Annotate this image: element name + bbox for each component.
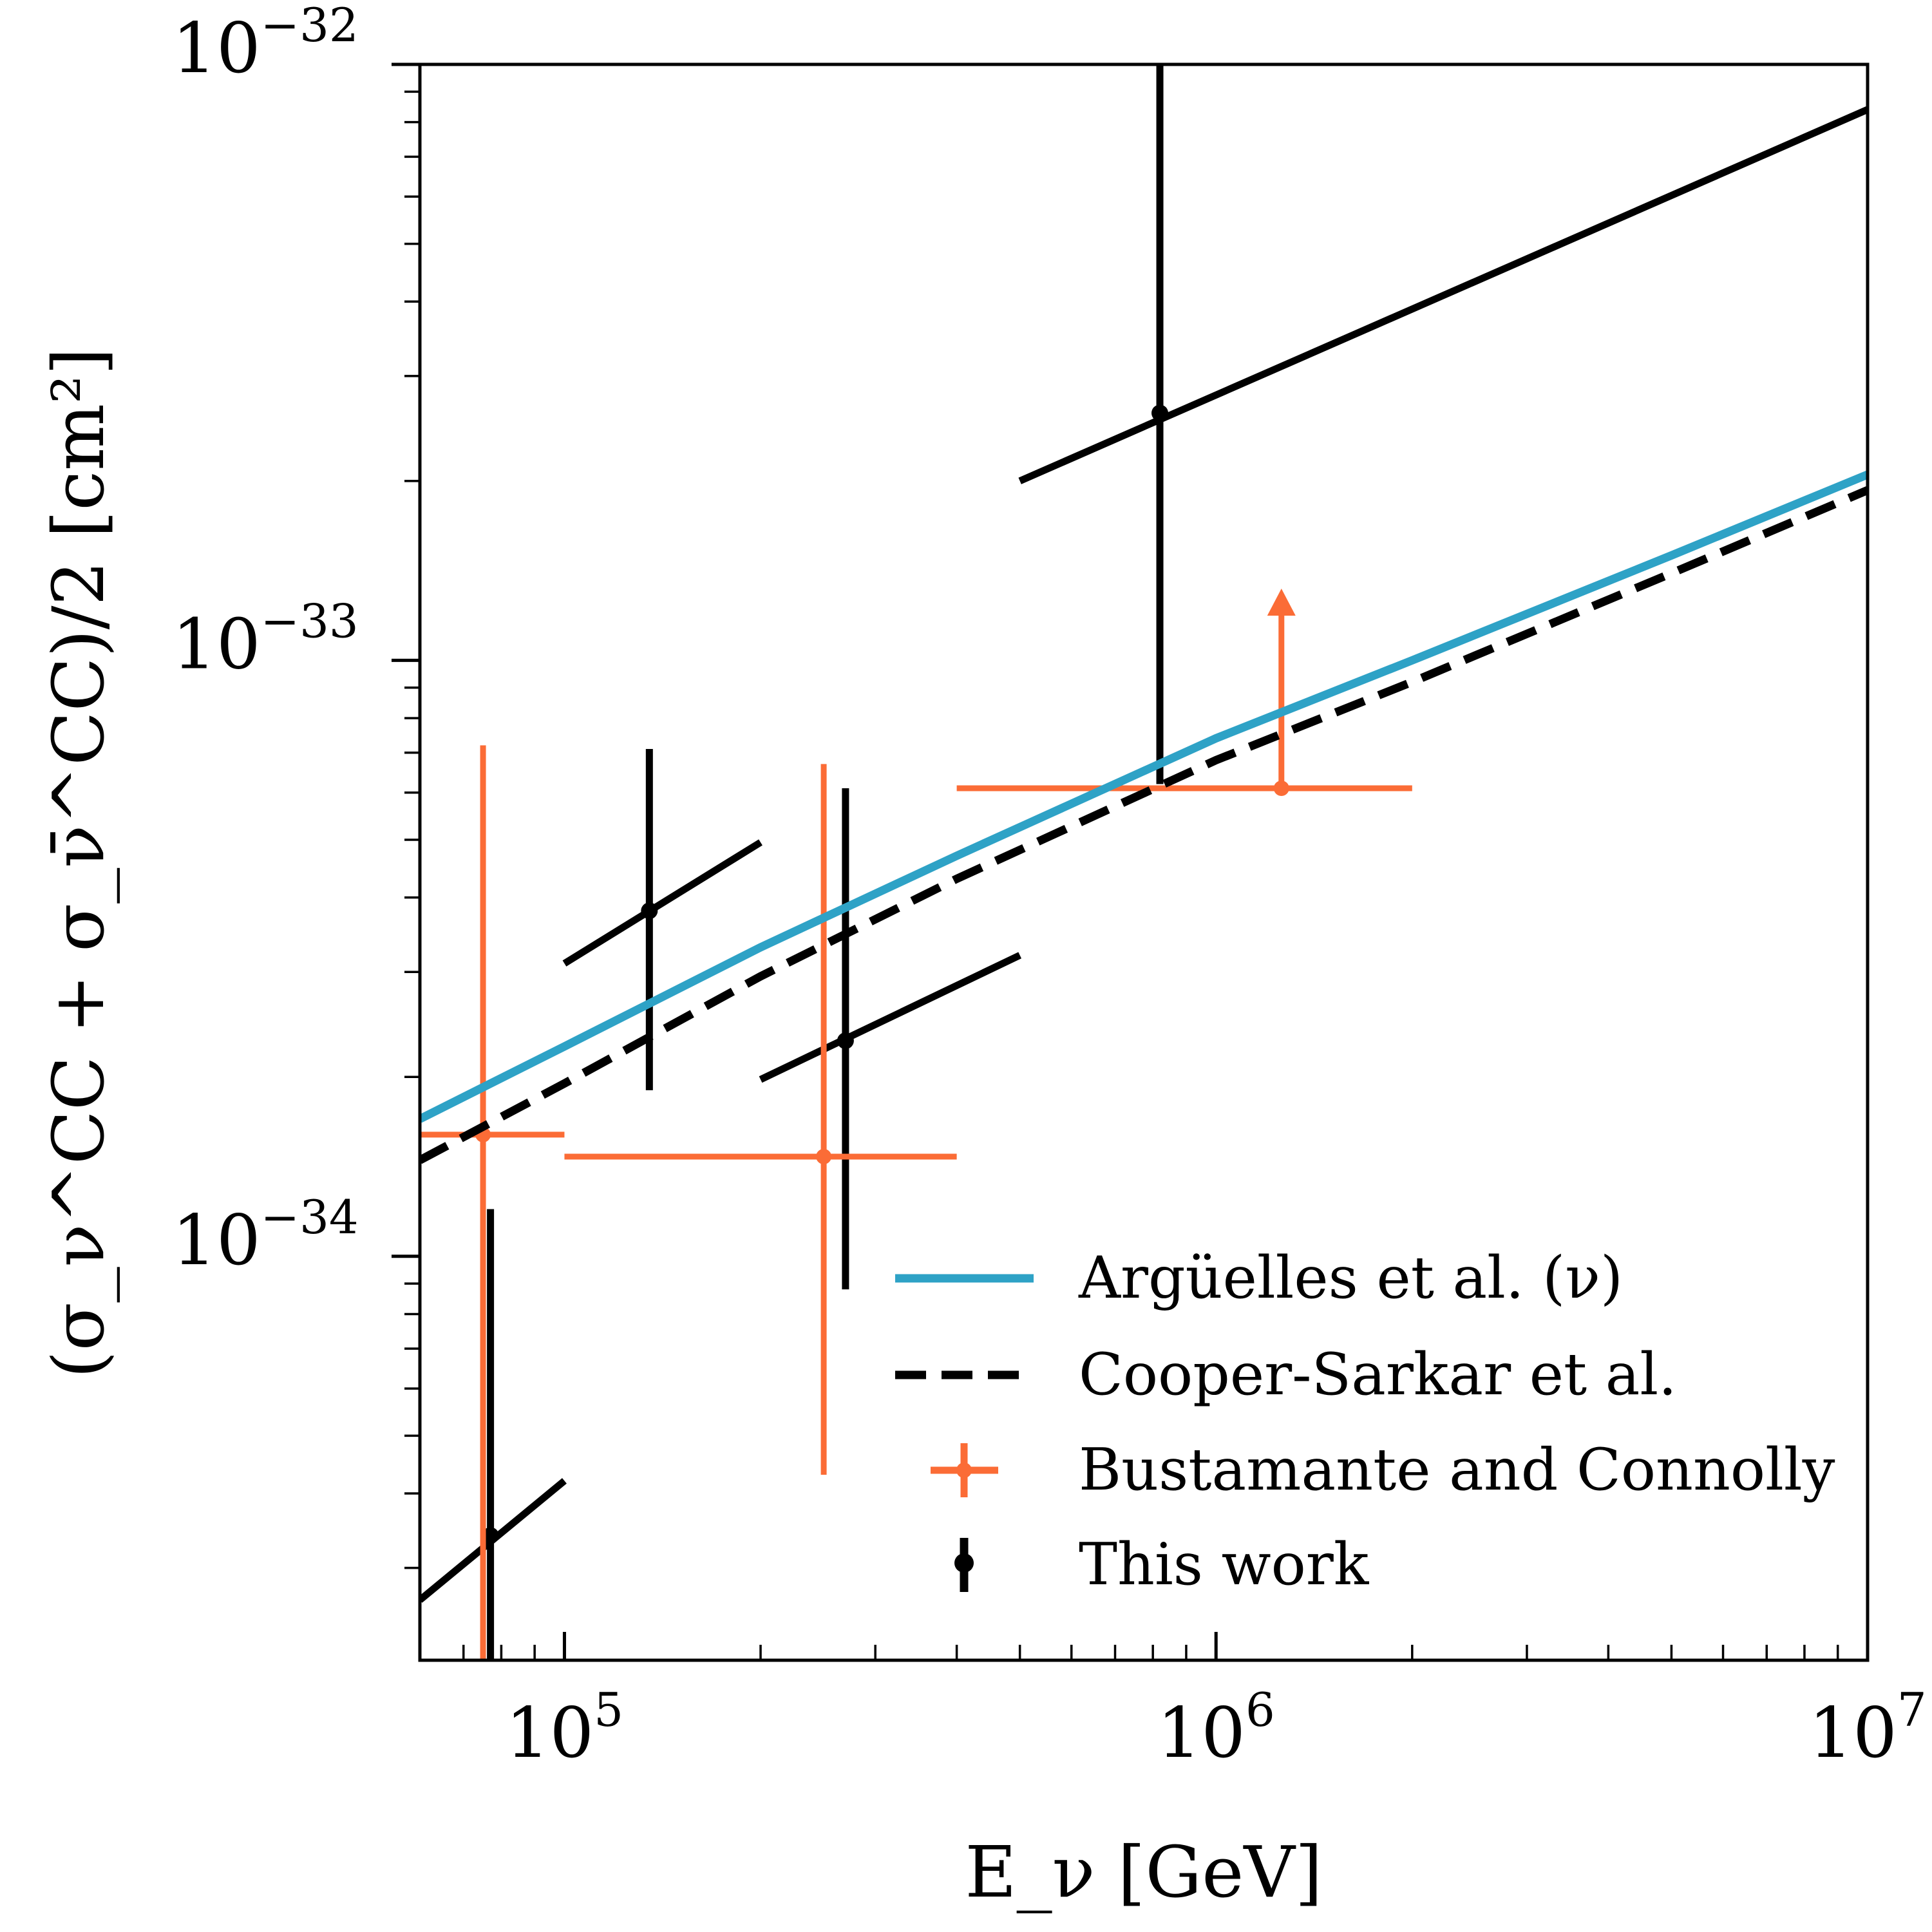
- axis-tick-labels: 105 106 107 10−34 10−33 10−32: [172, 0, 1926, 1774]
- series-bustamante-connolly: [420, 588, 1412, 1660]
- this-work-point: [759, 788, 1022, 1290]
- legend-swatch-marker: [956, 1463, 972, 1478]
- this-work-slope-segment: [1018, 106, 1868, 484]
- theory-lines: [420, 470, 1868, 1164]
- bc-marker: [816, 1148, 832, 1164]
- x-axis-label: E_ν [GeV]: [965, 1831, 1322, 1913]
- legend-label: Bustamante and Connolly: [1079, 1436, 1835, 1504]
- this-work-marker: [837, 1032, 854, 1050]
- this-work-marker: [1151, 404, 1169, 422]
- legend-entry: Argüelles et al. (ν): [895, 1244, 1623, 1312]
- y-tick-label: 10−34: [172, 1190, 358, 1281]
- legend-entry: Bustamante and Connolly: [931, 1436, 1835, 1504]
- legend-label: This work: [1079, 1531, 1370, 1598]
- series-this-work: [420, 64, 1868, 1660]
- legend-swatch-marker: [954, 1553, 974, 1573]
- axis-ticks: [392, 62, 1870, 1660]
- plot-frame: [418, 62, 1870, 1662]
- this-work-slope-segment: [562, 839, 762, 967]
- y-tick-label: 10−33: [172, 594, 358, 685]
- this-work-marker: [641, 902, 658, 920]
- bc-lower-limit-arrowhead: [1267, 588, 1296, 616]
- this-work-slope-segment: [759, 952, 1022, 1083]
- legend-entry: This work: [954, 1531, 1370, 1598]
- y-axis-label: (σ_ν^CC + σ_ν̄^CC)/2 [cm²]: [37, 348, 120, 1379]
- this-work-point: [1018, 64, 1868, 784]
- arguelles-line: [420, 470, 1868, 1123]
- bc-point: [564, 764, 957, 1475]
- bc-point: [956, 588, 1412, 797]
- x-tick-label: 105: [506, 1683, 623, 1774]
- bc-marker: [1273, 781, 1289, 797]
- bc-point: [420, 745, 565, 1660]
- x-tick-label: 107: [1808, 1683, 1926, 1774]
- legend-entry: Cooper-Sarkar et al.: [895, 1341, 1677, 1408]
- y-tick-label: 10−32: [172, 0, 358, 89]
- this-work-point: [562, 749, 762, 1090]
- this-work-point: [420, 1209, 567, 1660]
- cooper-sarkar-line: [420, 486, 1868, 1164]
- legend-label: Cooper-Sarkar et al.: [1079, 1341, 1677, 1408]
- legend-label: Argüelles et al. (ν): [1078, 1244, 1623, 1312]
- x-tick-label: 106: [1157, 1683, 1275, 1774]
- legend: Argüelles et al. (ν) Cooper-Sarkar et al.…: [895, 1244, 1835, 1598]
- this-work-marker: [482, 1527, 499, 1544]
